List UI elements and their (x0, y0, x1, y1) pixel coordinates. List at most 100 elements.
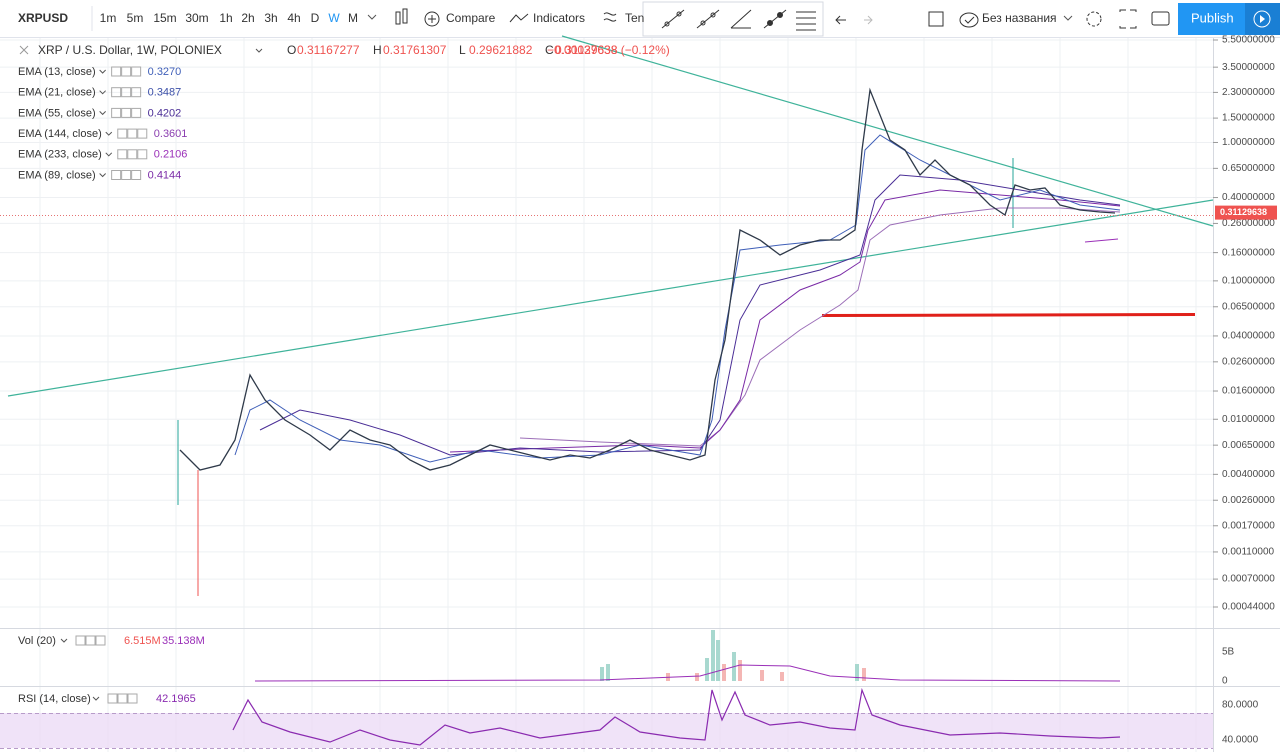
publish-button[interactable] (1178, 3, 1245, 35)
ema-233-segment (1084, 238, 1119, 243)
indicator-name[interactable]: EMA (89, close) (18, 169, 96, 181)
indicator-dropdown[interactable] (105, 131, 113, 136)
rsi-tick-label: 40.0000 (1222, 735, 1259, 746)
interval-button[interactable]: D (311, 11, 320, 25)
indicator-name[interactable]: EMA (233, close) (18, 149, 102, 161)
legend-icon[interactable] (117, 149, 128, 160)
legend-icon[interactable] (117, 128, 128, 139)
compare-button[interactable]: Compare (446, 11, 496, 25)
indicators-icon[interactable] (509, 13, 529, 23)
templates-icon[interactable] (603, 12, 617, 22)
layout-name[interactable]: Без названия (982, 11, 1057, 25)
price-tick-label: 0.00070000 (1222, 574, 1275, 585)
legend-icon[interactable] (75, 635, 86, 646)
interval-button[interactable]: 5m (127, 11, 144, 25)
indicator-dropdown[interactable] (99, 90, 106, 95)
legend-icon[interactable] (131, 87, 142, 98)
interval-dropdown[interactable] (367, 14, 377, 20)
drawing-tools[interactable] (661, 9, 816, 31)
fullscreen-icon[interactable] (1119, 9, 1137, 29)
legend-icon[interactable] (131, 107, 142, 118)
legend-icon[interactable] (117, 693, 128, 704)
interval-button[interactable]: 30m (185, 11, 208, 25)
indicator-value: 0.2106 (154, 149, 188, 161)
play-icon (1253, 10, 1271, 28)
legend-icon[interactable] (121, 66, 132, 77)
drawing-toolbar (642, 1, 824, 37)
volume-ma (254, 664, 1121, 682)
indicator-dropdown[interactable] (105, 152, 113, 157)
indicator-name[interactable]: EMA (55, close) (18, 107, 96, 119)
templates-button[interactable]: Ten (625, 11, 644, 25)
price-tick-label: 5.50000000 (1222, 35, 1275, 46)
legend-icon[interactable] (127, 149, 138, 160)
checkbox[interactable] (928, 11, 944, 27)
play-triangle (1260, 15, 1265, 23)
save-icon[interactable] (959, 12, 979, 28)
trendline-resistance[interactable] (561, 35, 1214, 227)
indicator-name[interactable]: EMA (21, close) (18, 87, 96, 99)
legend-icon[interactable] (121, 170, 132, 180)
legend-icon[interactable] (137, 128, 148, 139)
undo[interactable] (835, 15, 846, 25)
volume-dropdown[interactable] (60, 638, 68, 643)
layout-dropdown[interactable] (1063, 15, 1073, 21)
legend-icon[interactable] (121, 87, 132, 98)
indicator-name[interactable]: EMA (144, close) (18, 128, 102, 140)
indicators-button[interactable]: Indicators (533, 11, 585, 25)
legend-icon[interactable] (131, 66, 142, 77)
legend-icon[interactable] (107, 693, 118, 704)
rsi-line (232, 687, 1121, 746)
rsi-dropdown[interactable] (92, 696, 100, 701)
title-dropdown[interactable] (255, 48, 263, 53)
indicator-dropdown[interactable] (99, 69, 106, 74)
ohlc-label: L (459, 43, 466, 57)
volume-tick-label: 5B (1222, 647, 1235, 658)
snapshot-icon[interactable] (1151, 11, 1170, 26)
candle-type-icon[interactable] (395, 8, 408, 25)
volume-title[interactable]: Vol (20) (18, 635, 56, 647)
horizontal-level[interactable] (821, 313, 1196, 317)
settings-icon[interactable] (1086, 11, 1102, 27)
interval-button[interactable]: W (328, 11, 340, 25)
interval-button[interactable]: 1m (100, 11, 117, 25)
symbol[interactable]: XRPUSD (18, 11, 68, 25)
indicator-dropdown[interactable] (99, 173, 106, 178)
price-change: −0.00037638 (−0.12%) (547, 43, 670, 57)
trendline-support[interactable] (7, 199, 1214, 397)
compare-icon[interactable] (424, 11, 440, 27)
legend-icon[interactable] (131, 170, 142, 180)
interval-button[interactable]: 2h (241, 11, 254, 25)
ohlc-value: 0.31129638 (555, 43, 618, 57)
chart-title[interactable]: XRP / U.S. Dollar, 1W, POLONIEX (38, 43, 222, 57)
legend-icon[interactable] (121, 107, 132, 118)
collapse-icon[interactable] (19, 45, 29, 55)
ohlc-label: O (287, 43, 296, 57)
legend-icon[interactable] (85, 635, 96, 646)
rsi-band (0, 713, 1213, 748)
legend-icon[interactable] (127, 128, 138, 139)
indicator-name[interactable]: EMA (13, close) (18, 66, 96, 78)
legend-icon[interactable] (137, 149, 148, 160)
legend-icon[interactable] (111, 87, 122, 98)
indicator-value: 0.4144 (148, 169, 182, 181)
legend-icon[interactable] (111, 170, 122, 180)
current-price-box (1215, 205, 1277, 220)
interval-button[interactable]: 4h (287, 11, 300, 25)
interval-button[interactable]: 1h (219, 11, 232, 25)
legend-icon[interactable] (127, 693, 138, 704)
ohlc-value: 0.31761307 (383, 43, 447, 57)
rsi-value: 42.1965 (156, 693, 196, 705)
interval-button[interactable]: 3h (264, 11, 277, 25)
redo[interactable] (864, 15, 873, 25)
legend-icon[interactable] (95, 635, 106, 646)
interval-button[interactable]: 15m (153, 11, 176, 25)
legend-icon[interactable] (111, 66, 122, 77)
interval-button[interactable]: M (348, 11, 358, 25)
rsi-title[interactable]: RSI (14, close) (18, 693, 91, 705)
legend-icon[interactable] (111, 107, 122, 118)
indicator-dropdown[interactable] (99, 111, 106, 116)
